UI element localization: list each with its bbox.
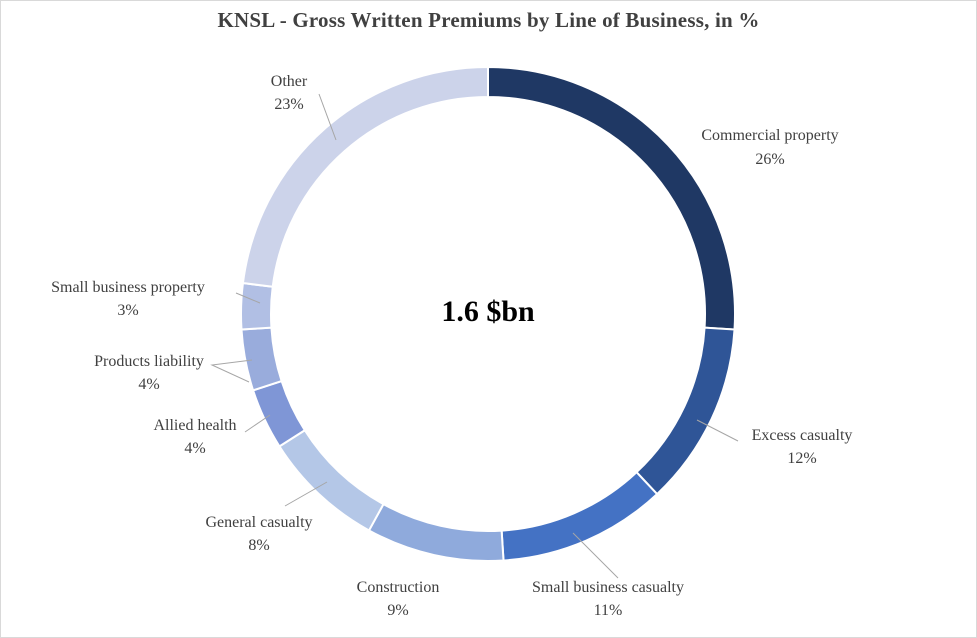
leader-line-general-casualty (284, 481, 328, 507)
category-label-construction: Construction (357, 579, 440, 596)
category-label-general-casualty: General casualty (205, 514, 312, 531)
value-label-allied-health: 4% (184, 440, 205, 457)
leader-line-products-liability (210, 359, 253, 383)
category-label-small-business-casualty: Small business casualty (532, 579, 684, 596)
value-label-small-business-property: 3% (117, 302, 138, 319)
leader-line-excess-casualty (696, 419, 739, 442)
value-label-small-business-casualty: 11% (594, 602, 623, 619)
value-label-general-casualty: 8% (248, 537, 269, 554)
slice-excess-casualty (635, 326, 736, 496)
category-label-allied-health: Allied health (153, 417, 236, 434)
value-label-construction: 9% (387, 602, 408, 619)
chart-title: KNSL - Gross Written Premiums by Line of… (217, 8, 760, 32)
category-label-products-liability: Products liability (94, 353, 204, 370)
slice-construction (367, 502, 505, 562)
category-label-commercial-property: Commercial property (701, 127, 838, 144)
category-label-small-business-property: Small business property (51, 279, 205, 296)
value-label-other: 23% (274, 96, 303, 113)
value-label-excess-casualty: 12% (787, 450, 816, 467)
slice-other (241, 65, 489, 288)
slice-small-business-property (240, 281, 274, 331)
value-label-commercial-property: 26% (755, 151, 784, 168)
value-label-products-liability: 4% (138, 376, 159, 393)
leader-line-small-business-casualty (572, 532, 619, 579)
slice-small-business-casualty (500, 470, 659, 562)
center-total-label: 1.6 $bn (441, 295, 535, 328)
donut-slices (240, 65, 736, 562)
slice-commercial-property (487, 65, 736, 331)
data-labels: Commercial property 26% Excess casualty 12%… (51, 73, 852, 619)
category-label-other: Other (271, 73, 308, 90)
leader-line-other (318, 93, 337, 141)
leader-lines (210, 93, 739, 579)
leader-line-small-business-property (235, 292, 261, 304)
category-label-excess-casualty: Excess casualty (752, 427, 853, 444)
leader-line-allied-health (244, 414, 271, 433)
